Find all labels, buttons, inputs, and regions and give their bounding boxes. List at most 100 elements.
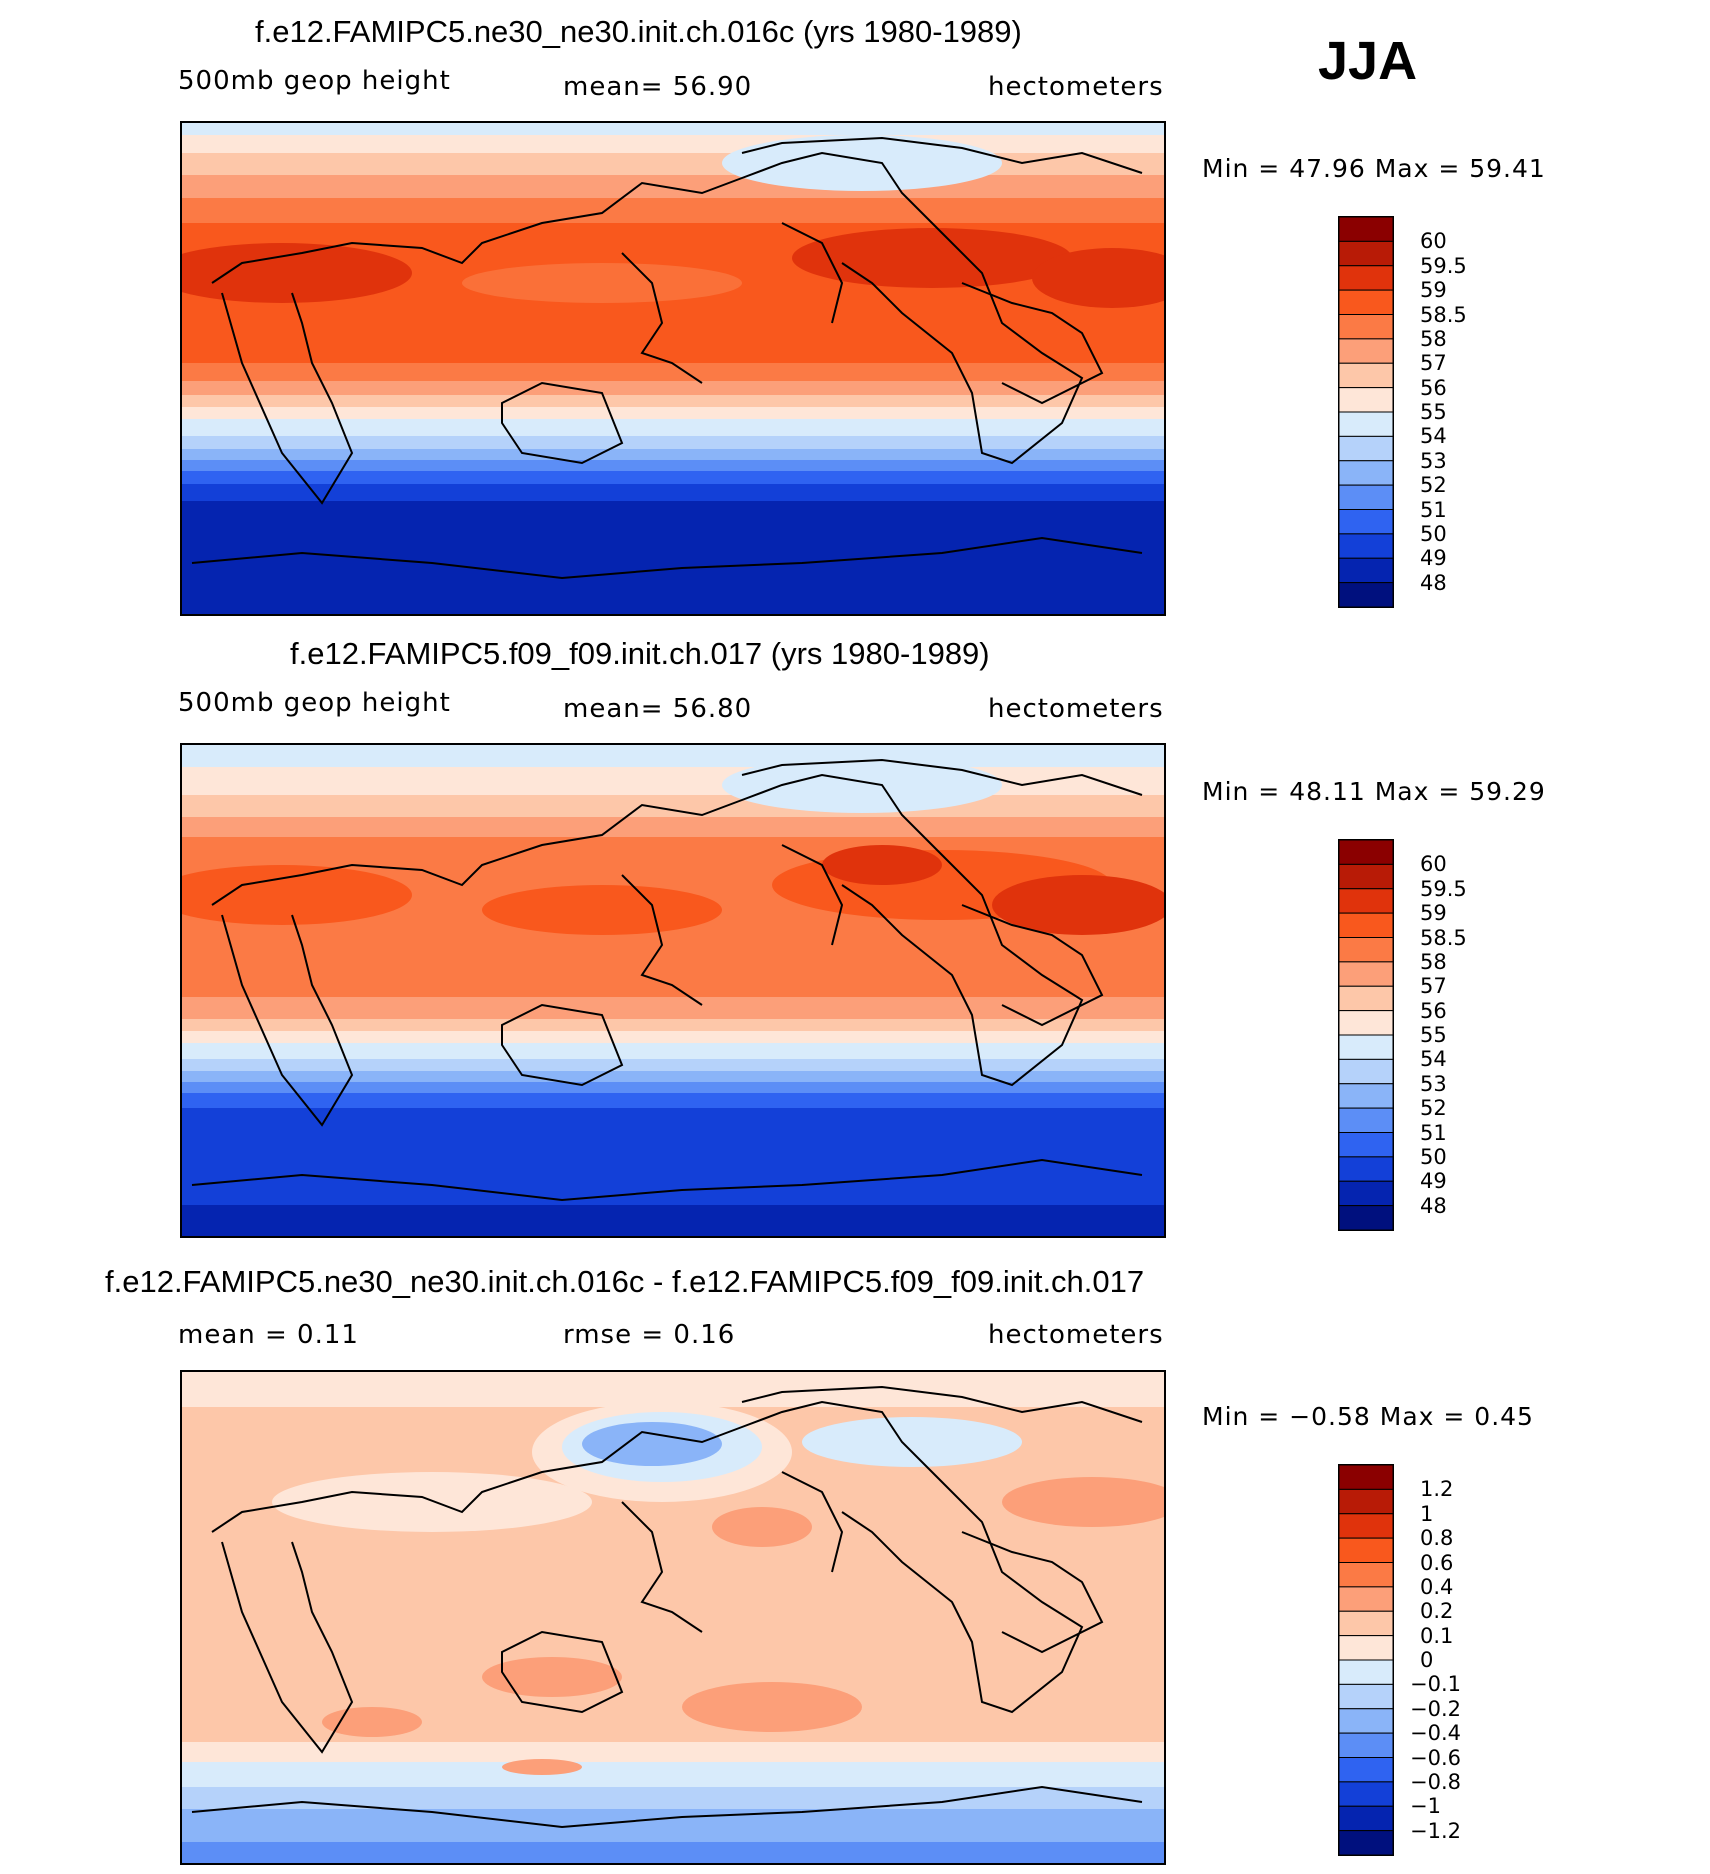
colorbar-label: 49	[1420, 1169, 1447, 1194]
colorbar-swatch	[1339, 362, 1393, 389]
colorbar-label: 55	[1420, 1023, 1447, 1047]
colorbar-swatch	[1339, 484, 1393, 510]
panel-3-title: f.e12.FAMIPC5.ne30_ne30.init.ch.016c - f…	[105, 1264, 1145, 1299]
panel-1-title: f.e12.FAMIPC5.ne30_ne30.init.ch.016c (yr…	[255, 14, 1022, 49]
panel-2-units-label: hectometers	[988, 694, 1164, 724]
colorbar-swatch	[1339, 1180, 1393, 1207]
colorbar-swatch	[1339, 1083, 1393, 1109]
colorbar-swatch	[1339, 411, 1393, 437]
colorbar-swatch	[1339, 387, 1393, 413]
colorbar-swatch	[1339, 1010, 1393, 1036]
panel-3-contour-field	[182, 1372, 1164, 1863]
colorbar-label: 59.5	[1420, 876, 1467, 901]
colorbar-label: −1.2	[1410, 1818, 1461, 1843]
colorbar-label: −0.1	[1410, 1672, 1461, 1697]
colorbar-swatch	[1339, 840, 1393, 865]
panel-3-map	[180, 1370, 1166, 1865]
colorbar-swatch	[1339, 1107, 1393, 1133]
colorbar-label: −0.2	[1410, 1696, 1461, 1721]
colorbar-label: 58	[1420, 326, 1447, 351]
colorbar-label: −0.4	[1410, 1721, 1461, 1746]
colorbar-label: 49	[1420, 546, 1447, 571]
colorbar-label: 54	[1420, 1047, 1447, 1072]
colorbar-label: 59	[1420, 278, 1447, 303]
colorbar-swatch	[1339, 557, 1393, 584]
colorbar-label: 0.4	[1420, 1574, 1454, 1599]
colorbar-swatch	[1339, 1488, 1393, 1515]
panel-2-contour-field	[182, 745, 1164, 1236]
panel-2-min-max: Min = 48.11 Max = 59.29	[1202, 777, 1546, 806]
colorbar-swatch	[1339, 1562, 1393, 1588]
colorbar-label: 59.5	[1420, 253, 1467, 278]
colorbar-label: 48	[1420, 570, 1447, 595]
colorbar-swatch	[1339, 1830, 1393, 1855]
panel-3-min-max: Min = −0.58 Max = 0.45	[1202, 1402, 1534, 1431]
colorbar-swatch	[1339, 1586, 1393, 1612]
colorbar-label: 54	[1420, 424, 1447, 449]
panel-1-min-max: Min = 47.96 Max = 59.41	[1202, 154, 1546, 183]
panel-2-title: f.e12.FAMIPC5.f09_f09.init.ch.017 (yrs 1…	[290, 636, 990, 671]
colorbar-label: −1	[1410, 1794, 1441, 1819]
colorbar-swatch	[1339, 435, 1393, 462]
colorbar-swatch	[1339, 1708, 1393, 1734]
colorbar-swatch	[1339, 240, 1393, 267]
colorbar-label: 53	[1420, 1071, 1447, 1096]
panel-1-variable-label: 500mb geop height	[178, 66, 451, 96]
colorbar-swatch	[1339, 1610, 1393, 1637]
colorbar-label: 51	[1420, 1120, 1447, 1145]
colorbar-label: 60	[1420, 229, 1447, 254]
colorbar-swatch	[1339, 1659, 1393, 1685]
colorbar-label: 57	[1420, 351, 1447, 376]
colorbar-swatch	[1339, 1757, 1393, 1783]
colorbar-label: 58	[1420, 949, 1447, 974]
colorbar-label: 50	[1420, 1144, 1447, 1169]
colorbar-label: 58.5	[1420, 302, 1467, 327]
colorbar-swatch	[1339, 1058, 1393, 1085]
colorbar-swatch	[1339, 985, 1393, 1012]
colorbar-label: 57	[1420, 974, 1447, 999]
colorbar-swatch	[1339, 314, 1393, 340]
colorbar-swatch	[1339, 265, 1393, 291]
colorbar-label: 48	[1420, 1193, 1447, 1218]
colorbar-label: 52	[1420, 1096, 1447, 1121]
colorbar-label: −0.6	[1410, 1745, 1461, 1770]
colorbar-swatch	[1339, 1132, 1393, 1158]
colorbar-swatch	[1339, 460, 1393, 486]
colorbar-label: −0.8	[1410, 1769, 1461, 1794]
panel-2-colorbar	[1338, 839, 1394, 1231]
colorbar-swatch	[1339, 1781, 1393, 1807]
panel-2-mean-label: mean= 56.80	[563, 694, 753, 724]
panel-3-units-label: hectometers	[988, 1320, 1164, 1350]
panel-1-units-label: hectometers	[988, 72, 1164, 102]
colorbar-swatch	[1339, 533, 1393, 559]
panel-3-rmse-label: rmse = 0.16	[563, 1320, 736, 1350]
colorbar-label: 59	[1420, 901, 1447, 926]
colorbar-swatch	[1339, 1205, 1393, 1230]
colorbar-label: 50	[1420, 521, 1447, 546]
panel-2-map	[180, 743, 1166, 1238]
colorbar-label: 0.2	[1420, 1599, 1454, 1624]
colorbar-label: 51	[1420, 497, 1447, 522]
panel-2-variable-label: 500mb geop height	[178, 688, 451, 718]
colorbar-swatch	[1339, 217, 1393, 242]
colorbar-swatch	[1339, 582, 1393, 607]
panel-3-mean-label: mean = 0.11	[178, 1320, 359, 1350]
colorbar-label: 53	[1420, 448, 1447, 473]
colorbar-swatch	[1339, 1513, 1393, 1539]
panel-1-contour-field	[182, 123, 1164, 614]
colorbar-swatch	[1339, 289, 1393, 315]
colorbar-label: 58.5	[1420, 925, 1467, 950]
colorbar-swatch	[1339, 1034, 1393, 1060]
colorbar-label: 0.1	[1420, 1623, 1454, 1648]
colorbar-label: 52	[1420, 473, 1447, 498]
panel-1-map	[180, 121, 1166, 616]
colorbar-label: 1.2	[1420, 1477, 1454, 1502]
colorbar-swatch	[1339, 1537, 1393, 1563]
colorbar-label: 60	[1420, 852, 1447, 877]
colorbar-swatch	[1339, 863, 1393, 890]
colorbar-swatch	[1339, 1683, 1393, 1710]
colorbar-swatch	[1339, 1156, 1393, 1182]
colorbar-swatch	[1339, 912, 1393, 938]
panel-1-colorbar	[1338, 216, 1394, 608]
colorbar-label: 56	[1420, 998, 1447, 1023]
